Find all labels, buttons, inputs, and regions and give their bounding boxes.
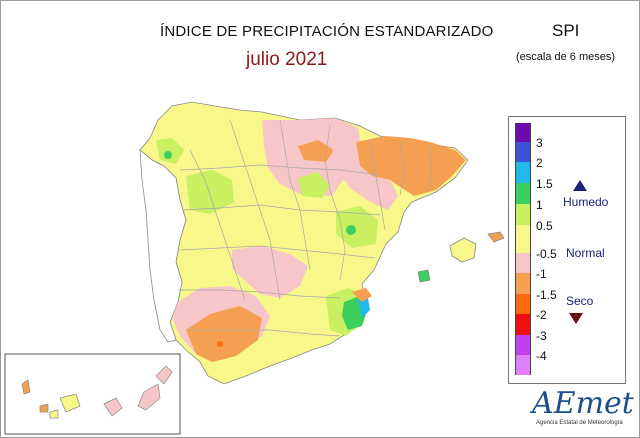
legend-swatch-1 [515, 142, 531, 162]
legend-tick-1: 2 [536, 156, 543, 170]
category-wet: Humedo [563, 195, 609, 209]
legend-swatch-10 [515, 335, 531, 355]
legend-swatch-5 [515, 225, 531, 253]
region-east-green-core [346, 225, 356, 235]
legend-tick-6: -1 [536, 267, 547, 281]
legend-tick-8: -2 [536, 308, 547, 322]
region-east-green [336, 206, 378, 248]
category-dry: Seco [566, 294, 594, 308]
region-small-green [164, 151, 172, 159]
island-la-gomera [49, 409, 59, 419]
legend-swatch-9 [515, 314, 531, 335]
region-northeast-pink [330, 140, 398, 210]
spi-legend: 3 2 1.5 1 0.5 -0.5 -1 -1.5 -2 -3 -4 [508, 116, 626, 384]
legend-swatch-0 [515, 123, 531, 142]
region-southwest-orange [186, 306, 262, 362]
period-label: julio 2021 [246, 49, 328, 70]
legend-tick-3: 1 [536, 198, 543, 212]
legend-tick-7: -1.5 [536, 288, 557, 302]
legend-swatch-8 [515, 294, 531, 314]
region-southeast-blue [358, 298, 370, 318]
scale-note: (escala de 6 meses) [516, 51, 616, 63]
island-mallorca [449, 237, 477, 263]
category-normal: Normal [566, 246, 605, 260]
page-title: ÍNDICE DE PRECIPITACIÓN ESTANDARIZADO [160, 23, 494, 40]
legend-tick-10: -4 [536, 349, 547, 363]
legend-swatch-2 [515, 162, 531, 183]
wet-triangle-icon [573, 180, 587, 191]
region-north-green [156, 138, 184, 164]
island-gran-canaria [103, 397, 123, 417]
legend-swatch-4 [515, 204, 531, 225]
legend-tick-4: 0.5 [536, 219, 553, 233]
legend-tick-5: -0.5 [536, 247, 557, 261]
canary-inset-frame [4, 353, 181, 435]
legend-swatch-11 [515, 355, 531, 375]
legend-tick-9: -3 [536, 329, 547, 343]
region-southwest-core [217, 341, 223, 347]
legend-tick-0: 3 [536, 136, 543, 150]
island-menorca [487, 231, 505, 243]
region-central-green [298, 172, 330, 198]
island-la-palma [21, 379, 31, 395]
region-north-orange [298, 140, 334, 162]
province-boundaries [178, 119, 433, 337]
legend-tick-2: 1.5 [536, 177, 553, 191]
island-lanzarote [155, 365, 173, 385]
island-fuerteventura [137, 383, 161, 411]
portugal [139, 149, 187, 343]
region-northwest-green [186, 170, 234, 214]
dry-triangle-icon [569, 313, 583, 324]
aemet-logo-subtitle: Agencia Estatal de Meteorología [536, 420, 623, 426]
legend-swatch-7 [515, 273, 531, 294]
island-el-hierro [39, 403, 49, 413]
aemet-logo: AEmet [532, 386, 634, 421]
region-northeast-orange [356, 136, 466, 196]
index-label: SPI [552, 21, 580, 40]
island-ibiza [417, 269, 431, 283]
region-central-pink [232, 246, 308, 298]
region-valencia-orange [352, 288, 372, 302]
legend-swatch-6 [515, 253, 531, 273]
legend-swatch-3 [515, 183, 531, 204]
island-tenerife [59, 393, 81, 413]
